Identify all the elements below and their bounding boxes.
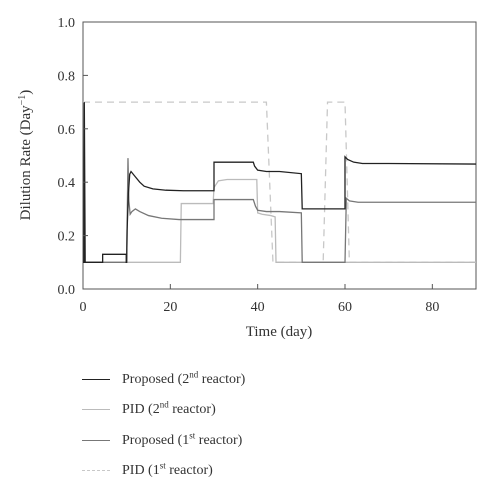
legend-item-proposed-2nd: Proposed (2nd reactor) [82, 370, 402, 390]
series-line-pid-1st [83, 101, 476, 263]
legend-label-pid-2nd: PID (2nd reactor) [122, 399, 216, 417]
series-line-proposed-1st [83, 158, 476, 263]
legend-item-pid-1st: PID (1st reactor) [82, 461, 402, 481]
series-layer [83, 101, 477, 263]
legend-item-proposed-1st: Proposed (1st reactor) [82, 431, 402, 451]
plot-frame [82, 21, 477, 290]
x-tick-label: 0 [80, 300, 87, 315]
y-axis-ticks: 0.0 0.2 0.4 0.6 0.8 1.0 [58, 16, 88, 298]
y-tick-label: 0.6 [58, 123, 76, 138]
x-axis-title: Time (day) [246, 324, 313, 340]
legend-label-proposed-1st: Proposed (1st reactor) [122, 430, 243, 448]
y-tick-label: 0.4 [58, 176, 76, 191]
series-line-pid-2nd [83, 178, 476, 263]
y-tick-label: 0.0 [58, 283, 76, 298]
x-axis-ticks: 0 20 40 60 80 [80, 284, 439, 315]
y-tick-label: 0.2 [58, 230, 76, 245]
y-tick-label: 1.0 [58, 16, 76, 31]
x-tick-label: 40 [251, 300, 265, 315]
legend-label-pid-1st: PID (1st reactor) [122, 460, 213, 478]
legend-swatch-proposed-1st [82, 440, 110, 441]
y-axis-title: Dilution Rate (Day−1) [17, 90, 35, 221]
chart: 0 20 40 60 80 0.00.20.40.60.81.0 Time (day) … [17, 16, 477, 340]
legend-item-pid-2nd: PID (2nd reactor) [82, 400, 402, 420]
y-tick-label: 0.8 [58, 69, 76, 84]
x-tick-label: 80 [425, 300, 439, 315]
legend-swatch-pid-2nd [82, 409, 110, 410]
legend-label-proposed-2nd: Proposed (2nd reactor) [122, 369, 246, 387]
x-tick-label: 20 [163, 300, 177, 315]
legend-swatch-proposed-2nd [82, 379, 110, 380]
legend-swatch-pid-1st [82, 470, 110, 471]
x-tick-label: 60 [338, 300, 352, 315]
series-line-proposed-2nd [83, 102, 477, 263]
